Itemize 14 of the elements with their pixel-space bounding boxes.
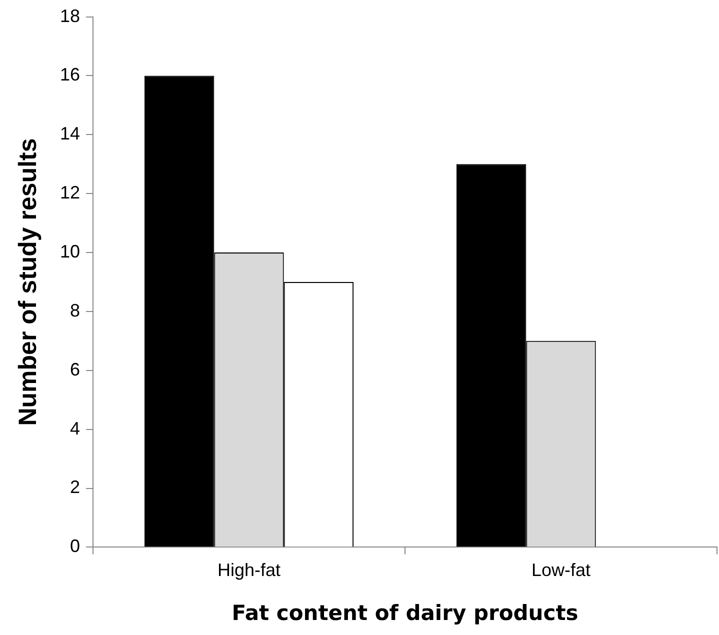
x-tick-label: High-fat	[218, 560, 281, 580]
y-tick-label: 2	[70, 477, 80, 498]
y-tick-label: 18	[60, 6, 80, 26]
y-tick-label: 8	[70, 300, 80, 320]
y-tick-label: 16	[60, 64, 80, 85]
x-axis-title: Fat content of dairy products	[232, 600, 578, 625]
x-tick-label: Low-fat	[531, 560, 591, 580]
y-axis-title: Number of study results	[14, 138, 42, 426]
y-tick-label: 0	[70, 536, 80, 556]
y-tick-label: 6	[70, 359, 80, 380]
y-tick-label: 10	[60, 242, 80, 262]
y-tick-label: 4	[70, 418, 80, 438]
y-tick-label: 12	[60, 182, 80, 203]
y-tick-label: 14	[60, 124, 80, 144]
